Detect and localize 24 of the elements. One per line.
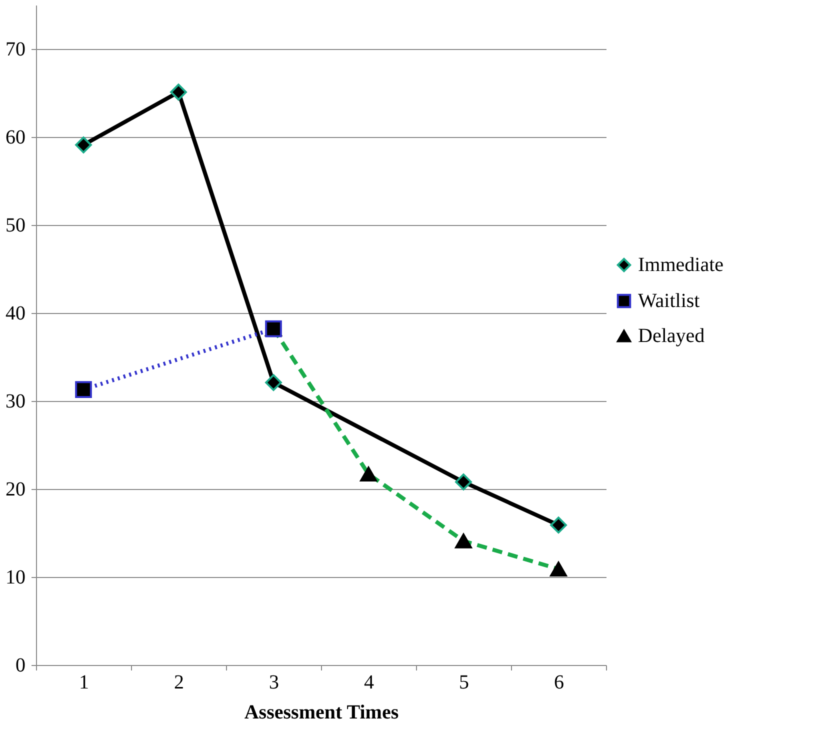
y-tick-label: 30 <box>6 390 26 412</box>
y-tick-label: 20 <box>6 478 26 500</box>
y-tick-label: 60 <box>6 126 26 148</box>
y-tick-label: 50 <box>6 214 26 236</box>
x-tick-label: 6 <box>554 672 564 694</box>
point <box>265 374 282 391</box>
legend-label: Waitlist <box>638 290 700 312</box>
y-tick-label: 0 <box>16 654 26 676</box>
point <box>170 84 187 101</box>
x-tick-label: 2 <box>174 672 184 694</box>
x-axis-title: Assessment Times <box>244 702 399 724</box>
legend-label: Immediate <box>638 254 724 276</box>
legend-label: Delayed <box>638 325 705 347</box>
x-tick-label: 3 <box>269 672 279 694</box>
y-tick-label: 40 <box>6 302 26 324</box>
x-tick-label: 1 <box>79 672 89 694</box>
x-tick-label: 4 <box>364 672 374 694</box>
point <box>455 474 472 490</box>
x-tick-label: 5 <box>459 672 469 694</box>
point <box>75 381 92 398</box>
y-tick-label: 70 <box>6 38 26 60</box>
point <box>550 516 567 534</box>
y-tick-label: 10 <box>6 566 26 588</box>
point <box>75 136 92 154</box>
